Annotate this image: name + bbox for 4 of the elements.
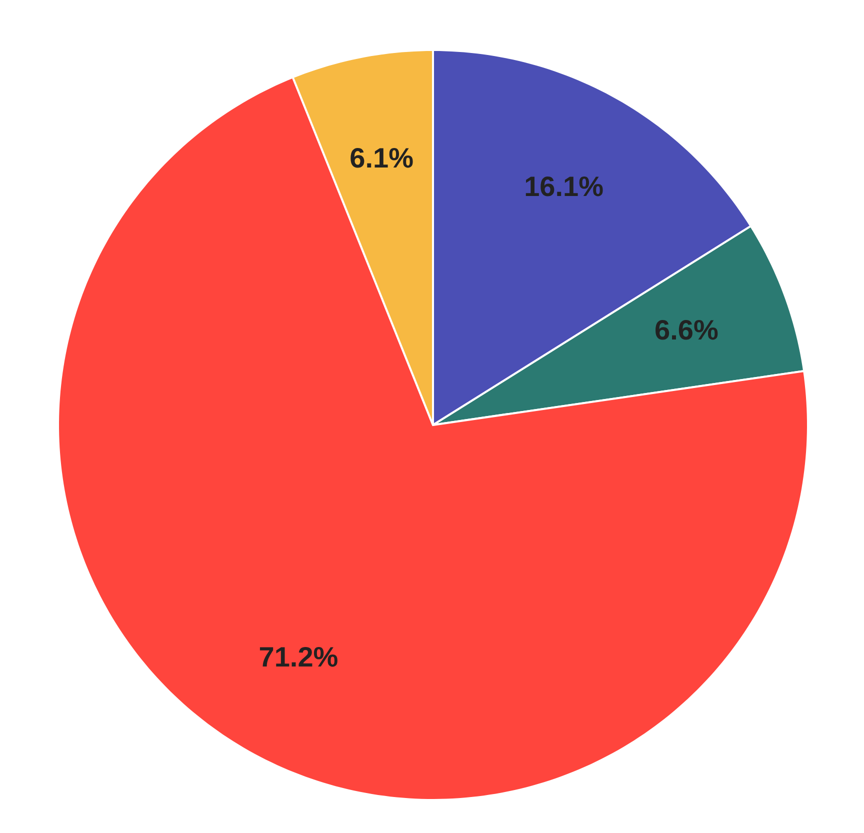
data-label: 6.6%: [654, 314, 718, 346]
data-label: 71.2%: [258, 642, 338, 672]
data-label: 16.1%: [524, 171, 604, 202]
data-label: 6.1%: [350, 142, 414, 174]
